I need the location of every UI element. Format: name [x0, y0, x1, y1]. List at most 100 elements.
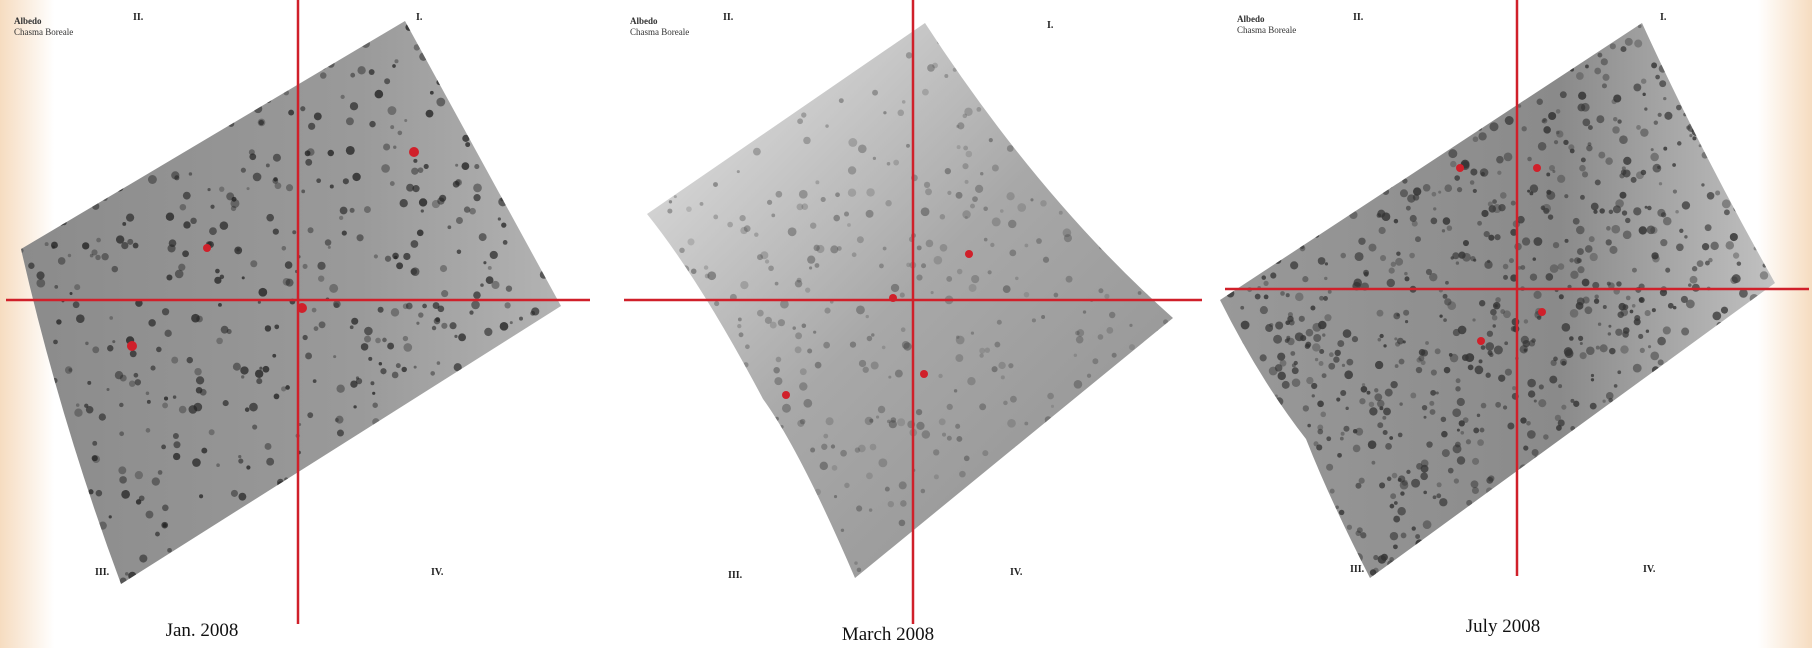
texture-dot: [209, 429, 215, 435]
texture-dot: [135, 379, 141, 385]
texture-dot: [815, 362, 822, 369]
texture-dot: [227, 329, 232, 334]
texture-dot: [805, 287, 810, 292]
texture-dot: [263, 366, 270, 373]
texture-dot: [398, 131, 403, 136]
texture-dot: [74, 409, 82, 417]
texture-dot: [167, 244, 175, 252]
texture-dot: [1500, 192, 1507, 199]
texture-dot: [216, 463, 220, 467]
texture-dot: [1645, 206, 1648, 209]
page: {"panels": [ {"caption": "Jan. 2008", "i…: [0, 0, 1812, 648]
texture-dot: [1591, 378, 1594, 381]
texture-dot: [400, 199, 408, 207]
texture-dot: [1586, 145, 1592, 151]
texture-dot: [823, 342, 830, 349]
texture-dot: [926, 240, 934, 248]
texture-dot: [848, 189, 856, 197]
texture-dot: [1620, 46, 1626, 52]
texture-dot: [1625, 38, 1633, 46]
texture-dot: [1538, 142, 1547, 151]
texture-dot: [1373, 568, 1378, 573]
texture-dot: [392, 372, 399, 379]
texture-dot: [1479, 359, 1483, 363]
texture-dot: [1426, 269, 1432, 275]
texture-dot: [1477, 414, 1480, 417]
texture-dot: [956, 335, 959, 338]
image-info: Albedo: [14, 16, 42, 26]
texture-dot: [413, 159, 417, 163]
texture-dot: [301, 190, 305, 194]
texture-dot: [454, 335, 457, 338]
texture-dot: [1423, 520, 1432, 529]
texture-dot: [1533, 237, 1542, 246]
texture-dot: [96, 238, 101, 243]
texture-dot: [1481, 345, 1486, 350]
texture-dot: [1344, 370, 1353, 379]
texture-dot: [1387, 279, 1395, 287]
texture-dot: [146, 392, 150, 396]
texture-dot: [1397, 507, 1405, 515]
texture-dot: [803, 399, 812, 408]
texture-dot: [1603, 400, 1606, 403]
texture-dot: [1503, 405, 1507, 409]
texture-dot: [1353, 445, 1361, 453]
texture-dot: [1382, 416, 1386, 420]
texture-dot: [53, 340, 58, 345]
texture-dot: [266, 163, 270, 167]
texture-dot: [1324, 277, 1327, 280]
texture-dot: [87, 381, 91, 385]
texture-dot: [417, 229, 424, 236]
texture-dot: [1439, 314, 1442, 317]
texture-dot: [210, 205, 214, 209]
texture-dot: [112, 340, 115, 343]
texture-dot: [1701, 183, 1704, 186]
texture-dot: [1524, 319, 1528, 323]
texture-dot: [1613, 205, 1621, 213]
texture-dot: [1322, 333, 1325, 336]
texture-dot: [745, 344, 750, 349]
texture-dot: [1390, 381, 1397, 388]
texture-dot: [421, 209, 424, 212]
texture-dot: [1599, 208, 1604, 213]
texture-dot: [379, 362, 382, 365]
texture-dot: [1462, 253, 1471, 262]
texture-dot: [841, 529, 844, 532]
texture-dot: [107, 388, 110, 391]
texture-dot: [1433, 207, 1436, 210]
texture-dot: [1512, 386, 1516, 390]
texture-dot: [464, 206, 470, 212]
texture-dot: [1383, 344, 1386, 347]
texture-dot: [1675, 210, 1679, 214]
texture-dot: [799, 382, 807, 390]
texture-dot: [871, 361, 879, 369]
texture-dot: [1594, 298, 1599, 303]
texture-dot: [714, 301, 719, 306]
texture-dot: [1623, 169, 1631, 177]
texture-dot: [325, 239, 332, 246]
texture-dot: [1588, 125, 1593, 130]
texture-dot: [1451, 256, 1454, 259]
texture-dot: [1569, 258, 1573, 262]
texture-dot: [1560, 91, 1567, 98]
texture-dot: [737, 324, 741, 328]
texture-dot: [1452, 408, 1461, 417]
texture-dot: [96, 490, 103, 497]
texture-dot: [976, 107, 981, 112]
texture-dot: [807, 348, 812, 353]
texture-dot: [1557, 175, 1565, 183]
texture-dot: [1697, 260, 1704, 267]
texture-dot: [1264, 294, 1269, 299]
texture-dot: [246, 465, 250, 469]
texture-dot: [1015, 277, 1018, 280]
texture-dot: [441, 323, 447, 329]
texture-dot: [1447, 225, 1452, 230]
texture-dot: [1330, 489, 1335, 494]
texture-dot: [1616, 281, 1621, 286]
texture-dot: [1651, 62, 1657, 68]
texture-dot: [328, 150, 335, 157]
texture-dot: [1507, 422, 1514, 429]
texture-dot: [1495, 297, 1501, 303]
texture-dot: [1379, 482, 1385, 488]
texture-dot: [1104, 294, 1109, 299]
